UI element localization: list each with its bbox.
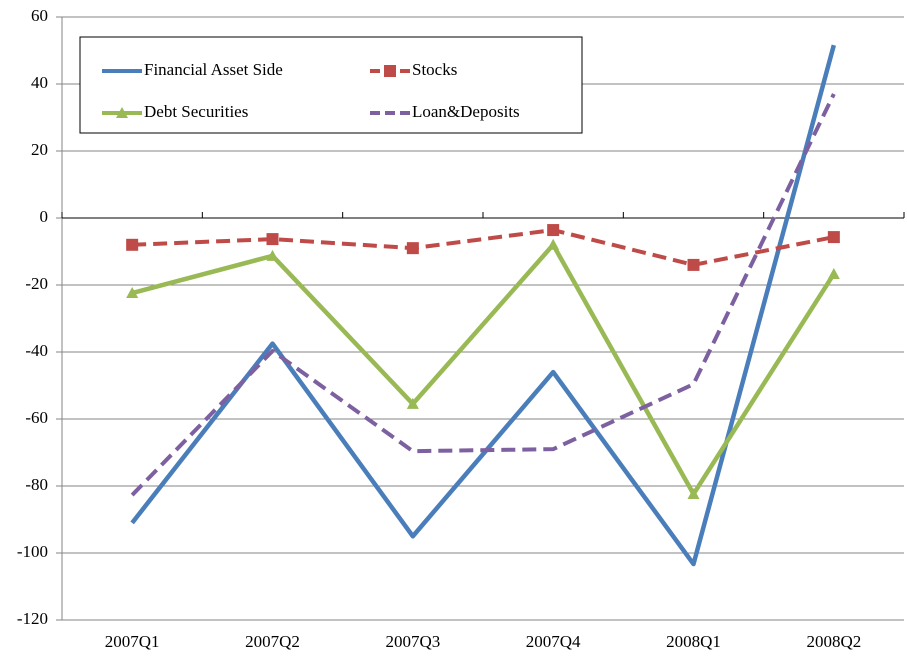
marker: [687, 488, 700, 500]
marker: [406, 397, 419, 409]
y-tick-label: -40: [25, 341, 48, 360]
marker: [827, 267, 840, 279]
x-tick-label: 2007Q4: [526, 632, 581, 651]
marker: [827, 231, 840, 244]
x-tick-label: 2007Q3: [385, 632, 440, 651]
legend-label: Debt Securities: [144, 102, 248, 121]
marker: [266, 233, 279, 246]
y-tick-label: 0: [40, 207, 49, 226]
legend: Financial Asset Side Stocks Debt Securitie…: [79, 36, 583, 134]
x-tick-label: 2007Q1: [105, 632, 160, 651]
marker: [116, 107, 128, 118]
y-tick-label: -60: [25, 408, 48, 427]
marker: [547, 238, 560, 250]
y-tick-label: 20: [31, 140, 48, 159]
series-line: [132, 228, 835, 267]
marker: [126, 287, 139, 299]
marker: [687, 258, 700, 271]
x-tick-label: 2008Q1: [666, 632, 721, 651]
marker: [384, 65, 396, 77]
y-tick-label: 40: [31, 73, 48, 92]
marker: [266, 249, 279, 261]
legend-label: Loan&Deposits: [412, 102, 520, 121]
y-tick-label: 60: [31, 6, 48, 25]
legend-label: Financial Asset Side: [144, 60, 283, 79]
legend-label: Stocks: [412, 60, 457, 79]
y-tick-label: -80: [25, 475, 48, 494]
legend-box: [79, 36, 583, 134]
series-line: [131, 242, 836, 497]
series-line: [130, 93, 836, 497]
x-tick-label: 2007Q2: [245, 632, 300, 651]
y-tick-label: -20: [25, 274, 48, 293]
marker: [547, 224, 560, 237]
marker: [406, 242, 419, 255]
y-tick-label: -100: [17, 542, 48, 561]
y-tick-label: -120: [17, 609, 48, 628]
marker: [126, 238, 139, 251]
x-tick-label: 2008Q2: [806, 632, 861, 651]
